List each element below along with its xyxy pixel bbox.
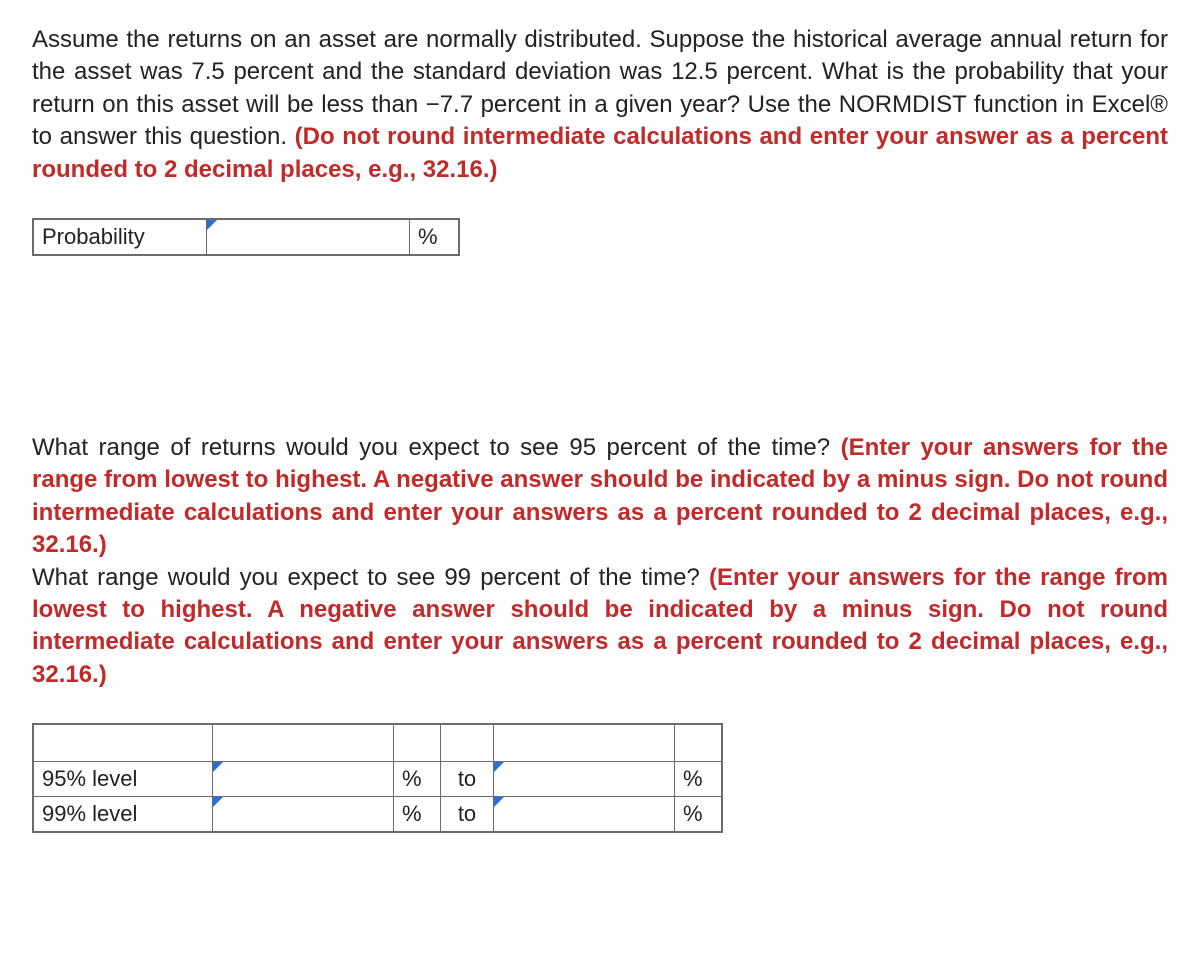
question1-paragraph: Assume the returns on an asset are norma… (32, 24, 1168, 186)
range-95-label: 95% level (33, 762, 213, 797)
range-row-99: 99% level % to % (33, 797, 722, 833)
question2-part2-text: What range would you expect to see 99 pe… (32, 564, 709, 591)
range-95-high-unit: % (675, 762, 723, 797)
range-95-low-cell (213, 762, 394, 797)
range-99-high-input[interactable] (494, 797, 674, 831)
range-99-label: 99% level (33, 797, 213, 833)
indicator-triangle-icon (213, 797, 223, 807)
indicator-triangle-icon (207, 220, 217, 230)
range-99-low-cell (213, 797, 394, 833)
indicator-triangle-icon (494, 797, 504, 807)
range-95-high-input[interactable] (494, 762, 674, 796)
indicator-triangle-icon (213, 762, 223, 772)
probability-unit: % (410, 219, 460, 255)
range-95-low-input[interactable] (213, 762, 393, 796)
probability-label: Probability (33, 219, 207, 255)
probability-input[interactable] (207, 220, 409, 254)
range-99-low-unit: % (394, 797, 441, 833)
question2-part1-text: What range of returns would you expect t… (32, 434, 841, 461)
vertical-spacer (32, 256, 1168, 432)
probability-input-cell (207, 219, 410, 255)
question2-paragraph: What range of returns would you expect t… (32, 432, 1168, 691)
range-table-header-row (33, 724, 722, 762)
range-95-low-unit: % (394, 762, 441, 797)
range-99-low-input[interactable] (213, 797, 393, 831)
indicator-triangle-icon (494, 762, 504, 772)
range-99-high-cell (494, 797, 675, 833)
range-99-high-unit: % (675, 797, 723, 833)
probability-table: Probability % (32, 218, 460, 256)
range-95-high-cell (494, 762, 675, 797)
range-table: 95% level % to % 99% level % to % (32, 723, 723, 833)
range-95-to: to (441, 762, 494, 797)
range-row-95: 95% level % to % (33, 762, 722, 797)
range-99-to: to (441, 797, 494, 833)
